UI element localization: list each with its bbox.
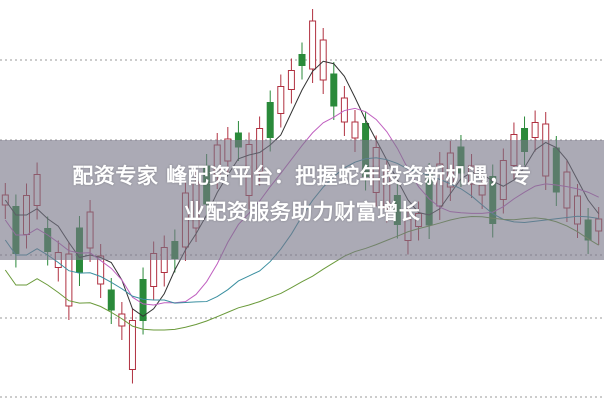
candle-body xyxy=(287,70,295,90)
article-title-line-2: 业配资服务助力财富增长 xyxy=(183,200,421,224)
candle-body xyxy=(65,253,73,307)
candle-body xyxy=(266,102,274,138)
article-title: 配资专家 峰配资平台：把握蛇年投资新机遇，专 业配资服务助力财富增长 xyxy=(0,158,604,230)
candle-body xyxy=(128,320,136,370)
article-title-line-1: 配资专家 峰配资平台：把握蛇年投资新机遇，专 xyxy=(72,164,532,188)
title-overlay-band xyxy=(0,140,604,260)
candle-body xyxy=(351,121,359,139)
candle-body xyxy=(277,86,285,114)
candle-body xyxy=(298,54,306,66)
candle-body xyxy=(309,20,317,70)
candle-body xyxy=(330,73,338,107)
candle-body xyxy=(319,39,327,81)
candle-body xyxy=(531,122,539,138)
candle-body xyxy=(107,289,115,311)
candle-body xyxy=(118,313,126,327)
candle-body xyxy=(139,279,147,321)
